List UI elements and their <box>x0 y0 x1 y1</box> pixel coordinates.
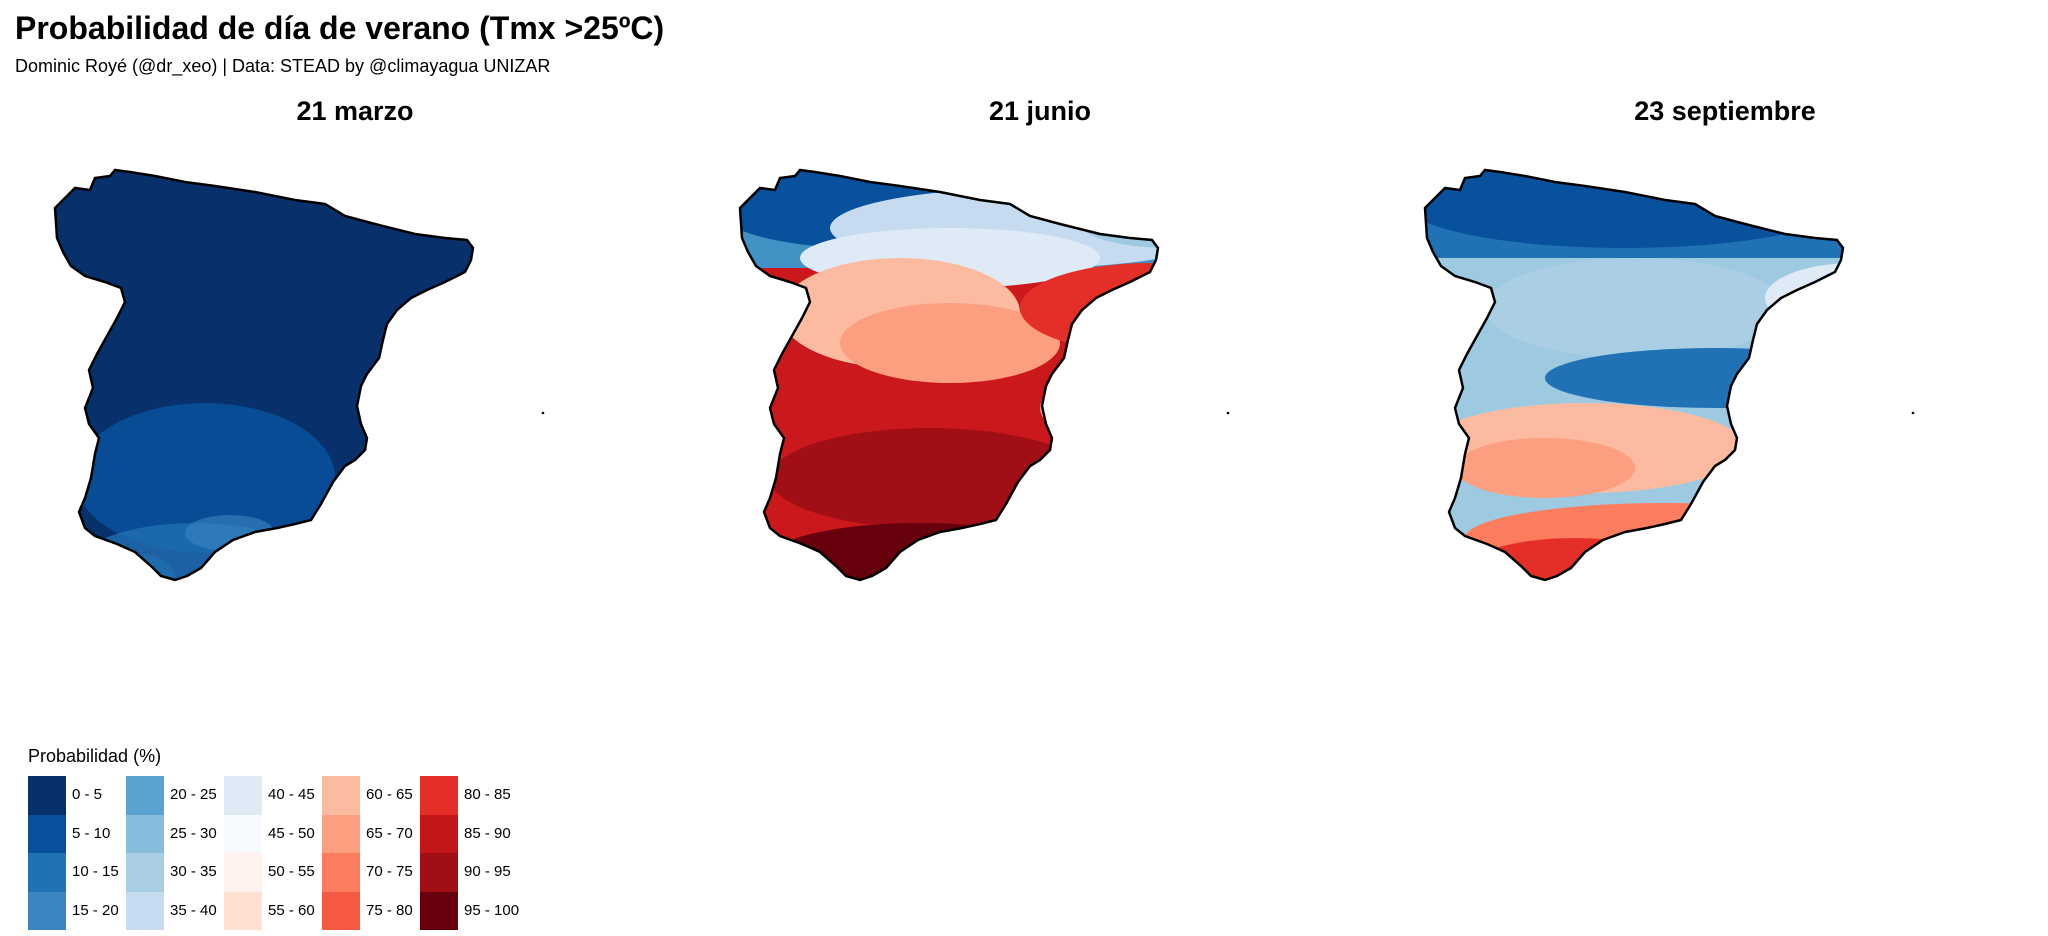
legend-swatch <box>420 853 458 892</box>
legend-item: 60 - 65 <box>322 776 420 815</box>
legend-label: 55 - 60 <box>268 901 315 919</box>
legend-item: 55 - 60 <box>224 891 322 930</box>
legend-swatch <box>224 814 262 853</box>
legend-title: Probabilidad (%) <box>28 746 162 766</box>
legend-swatch <box>322 853 360 892</box>
legend-label: 15 - 20 <box>72 901 119 919</box>
legend-item: 40 - 45 <box>224 776 322 815</box>
legend-swatch <box>28 814 66 853</box>
legend-label: 35 - 40 <box>170 901 217 919</box>
legend-swatch <box>420 776 458 815</box>
legend-swatch <box>224 776 262 815</box>
legend-label: 20 - 25 <box>170 786 217 803</box>
legend-label: 60 - 65 <box>366 786 413 803</box>
legend-item: 45 - 50 <box>224 814 322 853</box>
legend-swatch <box>28 853 66 892</box>
legend-item: 80 - 85 <box>420 776 518 815</box>
legend-item: 0 - 5 <box>28 776 126 815</box>
spain-map-september <box>1423 168 1915 582</box>
legend-item: 50 - 55 <box>224 853 322 892</box>
legend-label: 75 - 80 <box>366 901 413 919</box>
legend-swatch <box>28 891 66 930</box>
legend-swatch <box>420 814 458 853</box>
legend-swatch <box>322 814 360 853</box>
legend-item: 35 - 40 <box>126 891 224 930</box>
legend-item: 85 - 90 <box>420 814 518 853</box>
legend: Probabilidad (%) 0 - 5 5 - 10 10 - 15 15 - … <box>28 742 548 932</box>
legend-label: 90 - 95 <box>464 863 511 880</box>
map-panel-march: 21 marzo <box>15 88 695 688</box>
legend-label: 10 - 15 <box>72 863 119 880</box>
map-title: Probabilidad de día de verano (Tmx >25ºC… <box>15 10 665 46</box>
legend-label: 85 - 90 <box>464 824 511 842</box>
legend-column: 20 - 25 25 - 30 30 - 35 35 - 40 <box>126 776 224 930</box>
legend-swatch <box>126 853 164 892</box>
legend-swatch <box>126 776 164 815</box>
legend-swatch <box>28 776 66 815</box>
panel-title-june: 21 junio <box>988 96 1091 126</box>
legend-label: 0 - 5 <box>72 786 103 803</box>
map-subtitle: Dominic Royé (@dr_xeo) | Data: STEAD by … <box>15 56 551 76</box>
legend-item: 75 - 80 <box>322 891 420 930</box>
legend-label: 50 - 55 <box>268 863 315 880</box>
panel-title-september: 23 septiembre <box>1634 96 1816 126</box>
legend-label: 45 - 50 <box>268 824 315 842</box>
legend-column: 60 - 65 65 - 70 70 - 75 75 - 80 <box>322 776 420 930</box>
legend-column: 80 - 85 85 - 90 90 - 95 95 - 100 <box>420 776 520 930</box>
legend-item: 90 - 95 <box>420 853 518 892</box>
spain-map-march <box>53 168 545 582</box>
legend-swatch <box>322 776 360 815</box>
legend-swatch <box>224 853 262 892</box>
legend-swatch <box>126 814 164 853</box>
legend-item: 15 - 20 <box>28 891 126 930</box>
legend-label: 25 - 30 <box>170 824 217 842</box>
legend-label: 70 - 75 <box>366 863 413 880</box>
legend-item: 10 - 15 <box>28 853 126 892</box>
legend-item: 30 - 35 <box>126 853 224 892</box>
legend-item: 65 - 70 <box>322 814 420 853</box>
legend-label: 80 - 85 <box>464 786 511 803</box>
legend-label: 95 - 100 <box>464 901 520 919</box>
legend-label: 40 - 45 <box>268 786 315 803</box>
spain-map-june <box>738 168 1230 582</box>
legend-item: 25 - 30 <box>126 814 224 853</box>
legend-swatch <box>224 891 262 930</box>
legend-label: 5 - 10 <box>72 824 111 842</box>
legend-swatch <box>322 891 360 930</box>
legend-label: 30 - 35 <box>170 863 217 880</box>
legend-column: 0 - 5 5 - 10 10 - 15 15 - 20 <box>28 776 126 930</box>
legend-column: 40 - 45 45 - 50 50 - 55 55 - 60 <box>224 776 322 930</box>
legend-item: 20 - 25 <box>126 776 224 815</box>
legend-item: 95 - 100 <box>420 891 520 930</box>
map-panel-september: 23 septiembre <box>1385 88 2048 688</box>
legend-item: 5 - 10 <box>28 814 126 853</box>
map-panel-june: 21 junio <box>700 88 1380 688</box>
legend-swatch <box>126 891 164 930</box>
legend-label: 65 - 70 <box>366 824 413 842</box>
panel-title-march: 21 marzo <box>296 96 414 126</box>
legend-item: 70 - 75 <box>322 853 420 892</box>
legend-swatch <box>420 891 458 930</box>
